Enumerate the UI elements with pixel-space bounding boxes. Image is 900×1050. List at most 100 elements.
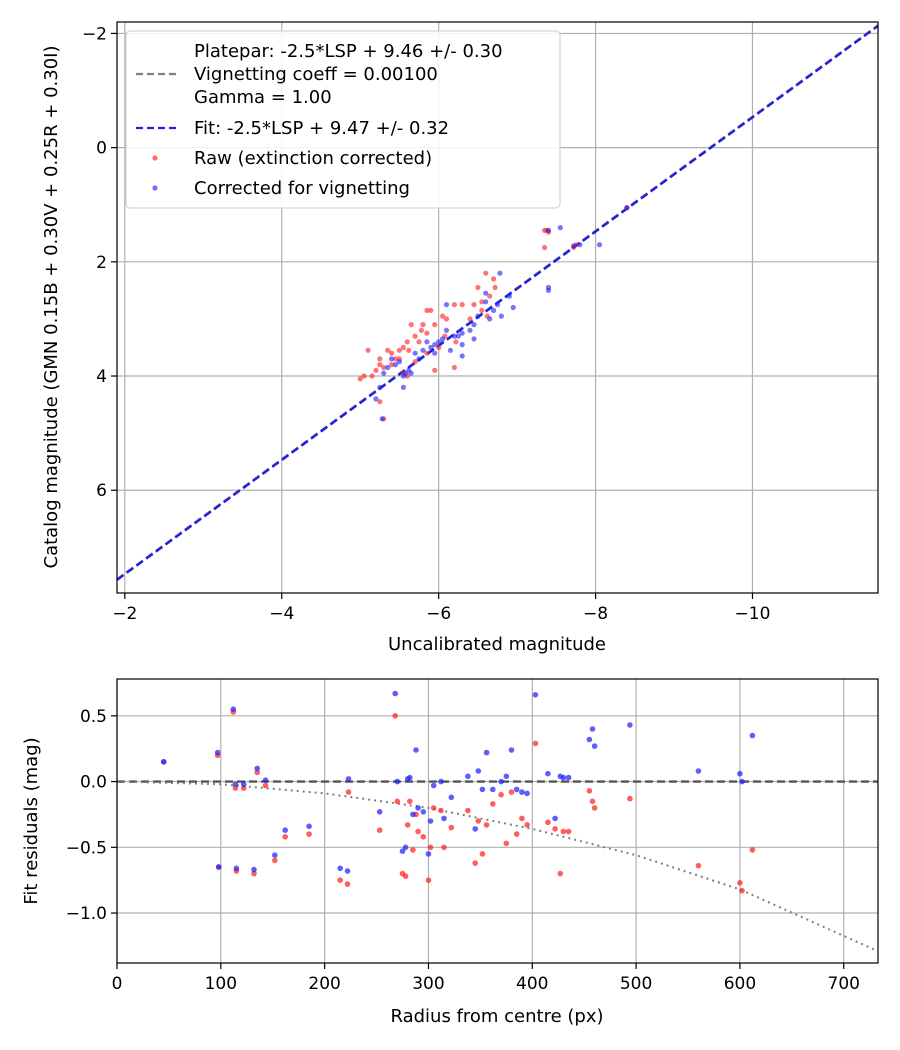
- top-point-raw: [396, 347, 402, 353]
- top-point-raw: [443, 316, 450, 322]
- bottom-x-tick-label: 700: [828, 974, 860, 994]
- top-point-corrected: [459, 342, 465, 348]
- top-point-corrected: [443, 302, 450, 308]
- top-ticks: −2 −4 −6 −8 −10 −2 0 2 4 6: [82, 24, 770, 624]
- top-point-corrected: [451, 333, 457, 339]
- top-point-corrected: [436, 339, 442, 345]
- bottom-x-tick-label: 500: [620, 974, 652, 994]
- bottom-y-tick-label: 0.0: [80, 773, 107, 793]
- top-point-corrected: [377, 384, 383, 390]
- top-x-tick-label: −8: [583, 604, 608, 624]
- bottom-point-raw: [490, 801, 496, 807]
- bottom-point-corrected: [272, 852, 278, 858]
- top-point-corrected: [420, 347, 426, 353]
- residuals-chart: 0 100 200 300 400 500 600 700 0.5 0.0 −0.5 −1.0 Rad…: [21, 678, 879, 1027]
- bottom-point-raw: [240, 785, 247, 791]
- bottom-point-corrected: [519, 789, 525, 795]
- top-point-raw: [479, 299, 485, 305]
- top-point-corrected: [459, 330, 465, 336]
- bottom-point-raw: [394, 798, 401, 805]
- top-point-corrected: [455, 333, 461, 339]
- top-point-corrected: [416, 356, 422, 362]
- bottom-x-tick-label: 0: [112, 974, 123, 994]
- bottom-point-corrected: [483, 749, 490, 756]
- bottom-point-raw: [627, 795, 633, 802]
- legend-platepar-line1: Platepar: -2.5*LSP + 9.46 +/- 0.30: [194, 41, 503, 62]
- top-point-corrected: [432, 342, 438, 348]
- top-point-corrected: [545, 227, 552, 233]
- top-point-raw: [432, 367, 438, 373]
- bottom-point-raw: [552, 826, 558, 832]
- bottom-point-corrected: [160, 759, 167, 765]
- bottom-points: [160, 690, 756, 894]
- top-x-tick-label: −2: [112, 604, 137, 624]
- top-point-corrected: [483, 299, 489, 305]
- top-point-raw: [357, 376, 363, 382]
- top-y-tick-label: 4: [96, 367, 107, 387]
- top-point-corrected: [506, 293, 512, 299]
- top-x-axis-label: Uncalibrated magnitude: [388, 634, 606, 655]
- top-point-corrected: [396, 359, 402, 365]
- top-x-tick-label: −4: [269, 604, 294, 624]
- bottom-x-tick-label: 400: [516, 974, 548, 994]
- top-point-corrected: [494, 302, 501, 308]
- bottom-point-raw: [430, 805, 437, 811]
- bottom-point-corrected: [215, 864, 222, 870]
- top-point-corrected: [483, 290, 489, 296]
- bottom-point-raw: [337, 877, 344, 883]
- bottom-point-raw: [465, 807, 471, 814]
- top-point-raw: [400, 344, 406, 351]
- bottom-point-raw: [402, 873, 409, 879]
- top-points: [357, 205, 630, 422]
- bottom-point-corrected: [232, 781, 239, 787]
- bottom-point-raw: [410, 847, 416, 853]
- top-y-tick-label: 2: [96, 253, 107, 273]
- bottom-point-corrected: [345, 776, 352, 782]
- top-point-raw: [392, 356, 399, 362]
- top-point-corrected: [373, 396, 379, 402]
- bottom-point-raw: [272, 857, 278, 864]
- top-point-raw: [389, 362, 395, 368]
- bottom-point-raw: [475, 818, 482, 824]
- bottom-point-corrected: [545, 770, 551, 777]
- top-point-raw: [412, 359, 418, 365]
- top-legend: Platepar: -2.5*LSP + 9.46 +/- 0.30 Vigne…: [125, 30, 561, 209]
- top-point-corrected: [475, 313, 481, 319]
- bottom-ticks: 0 100 200 300 400 500 600 700 0.5 0.0 −0.5 −1.0: [66, 707, 860, 994]
- bottom-point-raw: [420, 834, 427, 840]
- bottom-point-corrected: [503, 773, 510, 780]
- bottom-point-corrected: [230, 706, 237, 712]
- bottom-point-corrected: [749, 732, 756, 739]
- top-point-corrected: [491, 307, 497, 313]
- bottom-point-raw: [407, 798, 413, 805]
- bottom-point-corrected: [695, 768, 702, 774]
- bottom-point-corrected: [591, 743, 598, 749]
- bottom-point-corrected: [441, 815, 447, 822]
- bottom-point-raw: [415, 828, 421, 835]
- bottom-point-raw: [513, 831, 520, 837]
- bottom-point-raw: [591, 805, 598, 811]
- legend-box: [125, 30, 561, 209]
- bottom-point-corrected: [524, 790, 530, 797]
- bottom-point-corrected: [532, 692, 539, 698]
- bottom-point-corrected: [565, 774, 572, 781]
- top-point-corrected: [428, 344, 434, 351]
- legend-corrected-label: Corrected for vignetting: [194, 178, 410, 199]
- bottom-point-corrected: [438, 778, 444, 785]
- bottom-point-raw: [739, 887, 745, 894]
- bottom-y-tick-label: 0.5: [80, 707, 107, 727]
- top-point-corrected: [379, 416, 385, 422]
- top-point-corrected: [471, 336, 477, 342]
- bottom-point-corrected: [337, 865, 344, 872]
- top-point-raw: [451, 302, 457, 308]
- top-point-raw: [373, 367, 379, 373]
- top-x-tick-label: −10: [735, 604, 771, 624]
- top-point-raw: [440, 313, 446, 319]
- bottom-point-corrected: [513, 786, 520, 793]
- top-point-corrected: [412, 350, 418, 356]
- top-axes-frame: [116, 21, 879, 594]
- bottom-point-raw: [345, 789, 352, 795]
- bottom-point-corrected: [254, 765, 260, 772]
- top-point-corrected: [432, 350, 438, 356]
